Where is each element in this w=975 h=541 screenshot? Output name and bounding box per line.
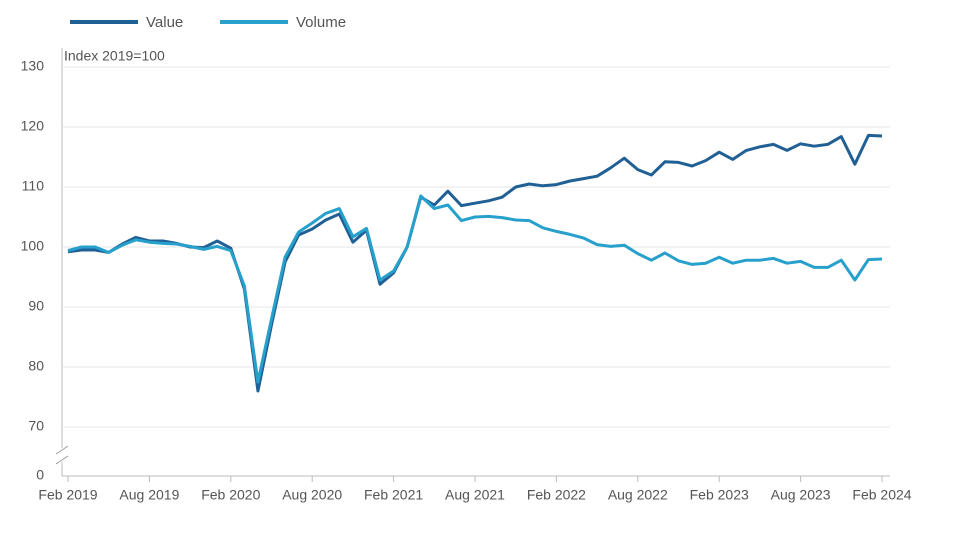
y-tick-label: 90 [28, 298, 44, 314]
x-tick-label: Feb 2024 [852, 487, 911, 503]
y-tick-label: 100 [21, 238, 45, 254]
x-tick-label: Feb 2023 [690, 487, 749, 503]
axis-break [55, 445, 69, 455]
x-tick-label: Aug 2019 [119, 487, 179, 503]
y-tick-label: 70 [28, 418, 44, 434]
x-tick-label: Feb 2022 [527, 487, 586, 503]
y-tick-label: 110 [22, 178, 45, 194]
x-tick-label: Feb 2020 [201, 487, 260, 503]
x-tick-label: Aug 2023 [771, 487, 831, 503]
legend-label: Value [146, 14, 183, 31]
x-tick-label: Feb 2021 [364, 487, 423, 503]
y-tick-label: 130 [21, 58, 45, 74]
series-line [67, 194, 883, 384]
axis-break [55, 455, 69, 465]
x-tick-label: Aug 2022 [608, 487, 668, 503]
legend-label: Volume [296, 14, 346, 31]
x-tick-label: Feb 2019 [38, 487, 97, 503]
x-tick-label: Aug 2021 [445, 487, 505, 503]
y-axis-label: Index 2019=100 [64, 48, 165, 64]
y-tick-label: 120 [21, 118, 45, 134]
x-tick-label: Aug 2020 [282, 487, 342, 503]
y-tick-label: 0 [36, 467, 44, 483]
series-line [67, 133, 883, 393]
y-tick-label: 80 [28, 358, 44, 374]
